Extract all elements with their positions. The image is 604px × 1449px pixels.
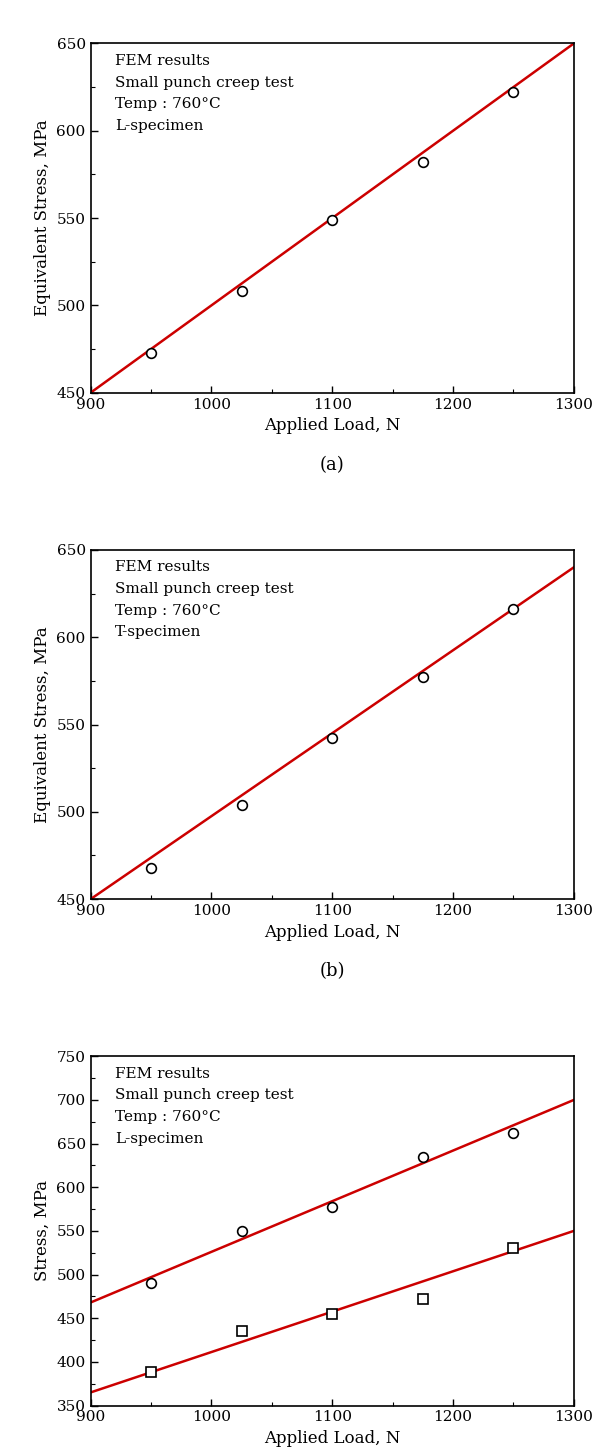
Text: (b): (b) — [320, 962, 345, 980]
Text: FEM results
Small punch creep test
Temp : 760°C
L-specimen: FEM results Small punch creep test Temp … — [115, 54, 294, 133]
X-axis label: Applied Load, N: Applied Load, N — [264, 1430, 400, 1448]
X-axis label: Applied Load, N: Applied Load, N — [264, 417, 400, 435]
Y-axis label: Stress, MPa: Stress, MPa — [34, 1181, 51, 1281]
Y-axis label: Equivalent Stress, MPa: Equivalent Stress, MPa — [34, 120, 51, 316]
Text: FEM results
Small punch creep test
Temp : 760°C
L-specimen: FEM results Small punch creep test Temp … — [115, 1066, 294, 1146]
Text: FEM results
Small punch creep test
Temp : 760°C
T-specimen: FEM results Small punch creep test Temp … — [115, 561, 294, 639]
X-axis label: Applied Load, N: Applied Load, N — [264, 923, 400, 940]
Text: (a): (a) — [320, 455, 344, 474]
Y-axis label: Equivalent Stress, MPa: Equivalent Stress, MPa — [34, 626, 51, 823]
